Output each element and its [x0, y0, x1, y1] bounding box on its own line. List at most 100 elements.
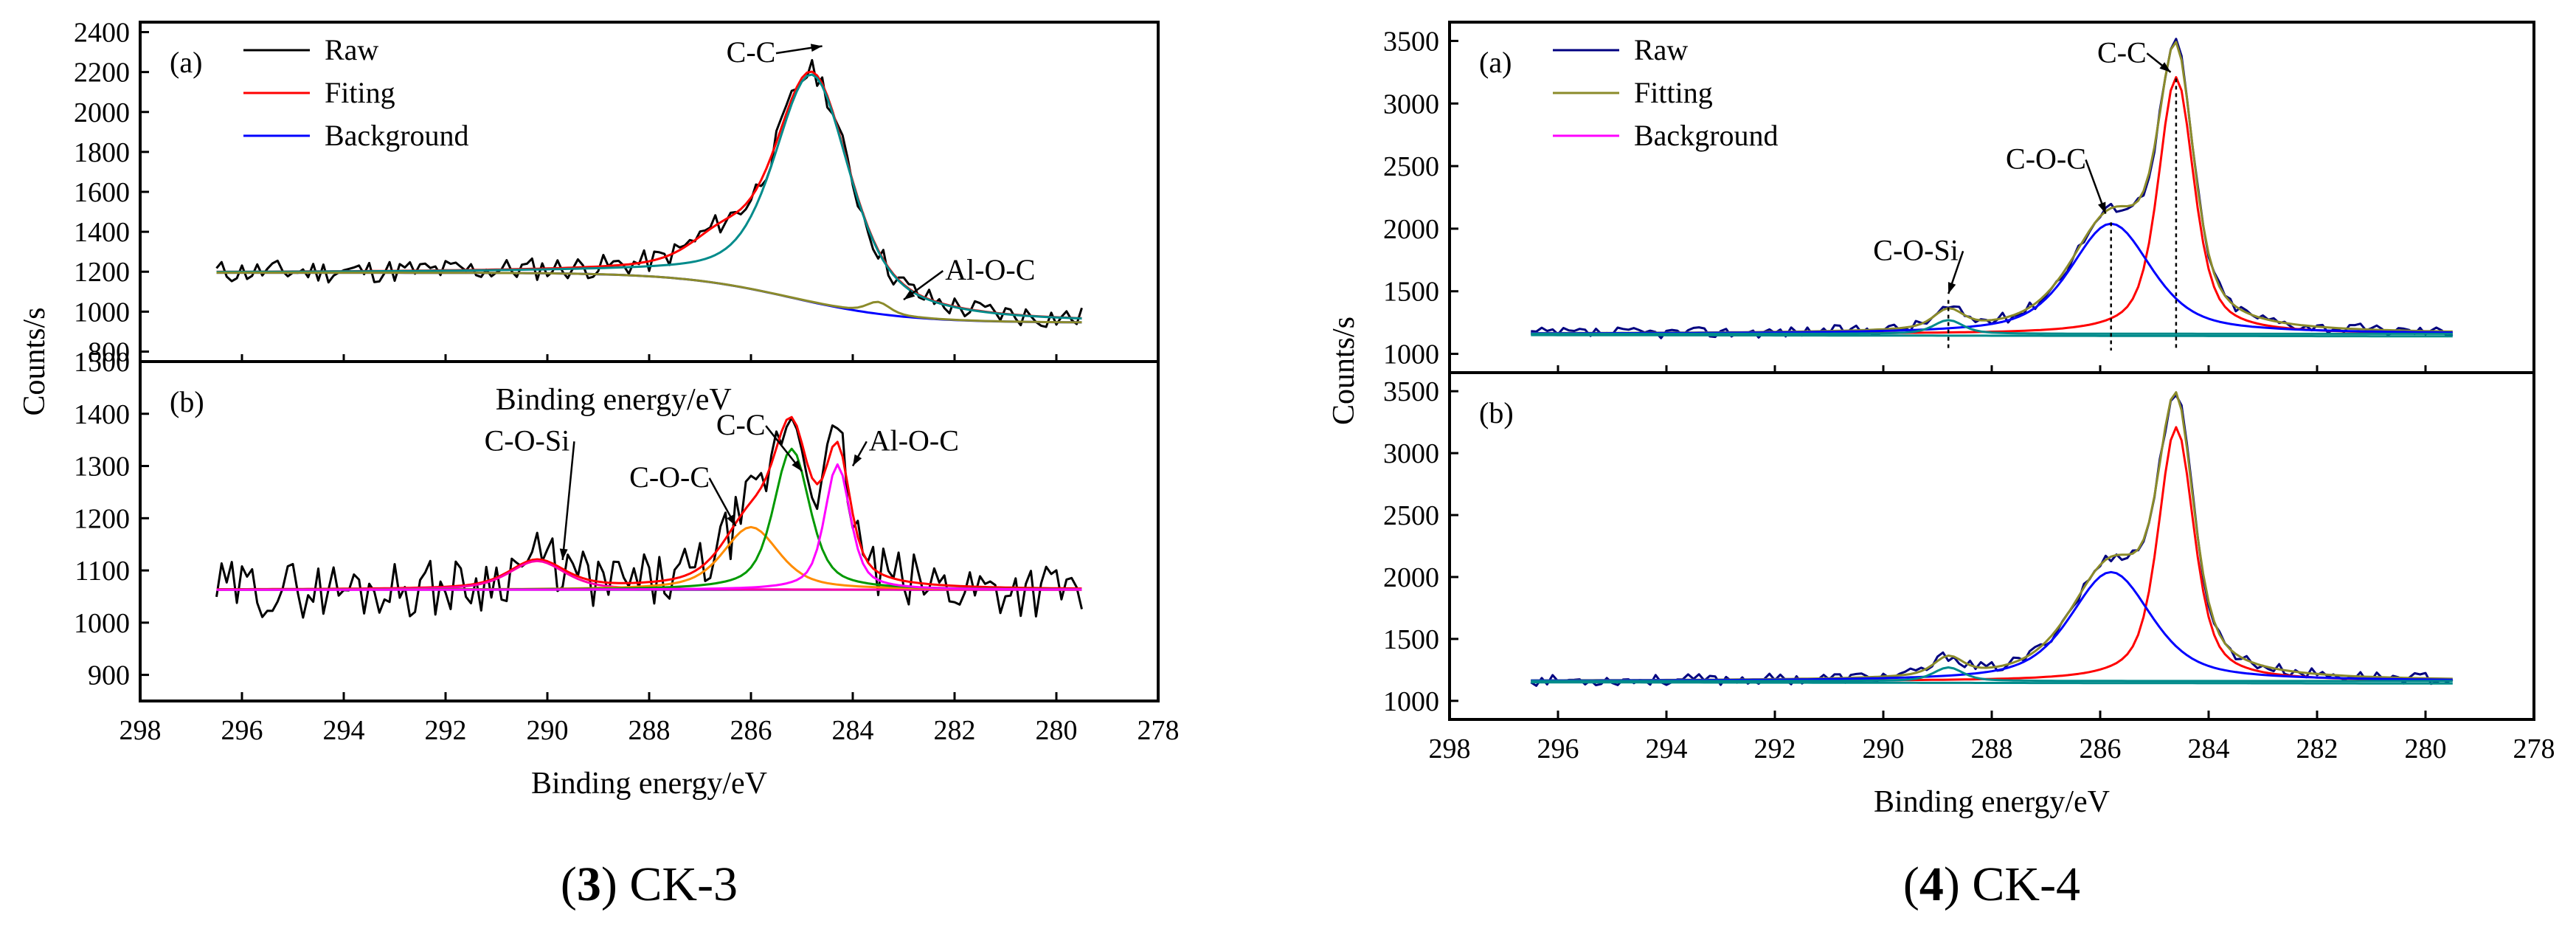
y-tick-label: 1600 [74, 177, 130, 208]
x-tick-label: 290 [1863, 733, 1905, 764]
y-tick-label: 1200 [74, 503, 130, 534]
figure-caption: (4) CK-4 [1903, 857, 2080, 911]
figure-caption: (3) CK-3 [561, 857, 738, 911]
x-tick-label: 296 [1537, 733, 1579, 764]
annotation-arrowhead [904, 289, 915, 300]
y-tick-label: 3500 [1383, 26, 1439, 57]
series-group [215, 59, 1083, 328]
annotation-arrowhead [559, 548, 568, 560]
annotation-arrowhead [1947, 282, 1956, 294]
series-group [1530, 391, 2454, 687]
series-background [1531, 681, 2453, 685]
y-tick-label: 2000 [74, 97, 130, 128]
annotation-arrowhead [792, 460, 802, 472]
x-tick-label: 286 [2080, 733, 2122, 764]
legend-label: Fitting [1634, 76, 1713, 109]
series-peak-c-o-c [1531, 222, 2453, 335]
panel-ck4-b: 1000 1500 2000 2500 3000 3500 (b) 298 296 294 292 2… [1383, 371, 2555, 764]
series-raw [215, 59, 1083, 328]
y-tick-label: 1400 [74, 399, 130, 430]
x-tick-label: 298 [120, 715, 162, 746]
y-tick-label: 1200 [74, 257, 130, 288]
x-tick-label: 284 [2188, 733, 2230, 764]
x-tick-label: 278 [1138, 715, 1180, 746]
x-tick-label: 294 [1646, 733, 1688, 764]
panel-tag: (b) [170, 385, 204, 418]
chart-ck4: 1000 1500 2000 2500 3000 3500 (a) Raw Fitting Bac… [1327, 21, 2555, 911]
annotation-label: C-C [2097, 35, 2147, 69]
y-tick-label: 1500 [1383, 277, 1439, 308]
series-raw [1530, 394, 2454, 687]
x-tick-label: 280 [1036, 715, 1078, 746]
x-axis-title: Binding energy/eV [1874, 785, 2110, 819]
caption-text: CK-3 [617, 857, 738, 911]
series-peak-c-c [216, 73, 1082, 320]
x-tick-label: 292 [1754, 733, 1796, 764]
caption-number: 4 [1919, 857, 1944, 911]
panel-tag: (a) [1479, 46, 1512, 79]
x-axis-title: Binding energy/eV [531, 767, 767, 801]
y-tick-label: 800 [88, 336, 130, 367]
legend-label: Background [325, 119, 469, 152]
x-tick-label: 286 [730, 715, 772, 746]
y-tick-label: 2500 [1383, 151, 1439, 182]
y-tick-label: 1500 [74, 347, 130, 378]
x-tick-label: 288 [1971, 733, 2013, 764]
y-tick-label: 2200 [74, 58, 130, 89]
y-tick-label: 1000 [1383, 339, 1439, 370]
x-tick-label: 282 [2296, 733, 2338, 764]
series-peak-c-c [1531, 426, 2453, 683]
y-tick-label: 2000 [1383, 214, 1439, 245]
panel-ck4-a: 1000 1500 2000 2500 3000 3500 (a) Raw Fitting Bac… [1383, 21, 2535, 374]
y-tick-label: 3000 [1383, 438, 1439, 469]
caption-number: 3 [577, 857, 601, 911]
y-axis-title: Counts/s [18, 307, 52, 415]
legend-label: Background [1634, 119, 1779, 152]
x-tick-label: 284 [832, 715, 874, 746]
y-tick-label: 1400 [74, 217, 130, 248]
y-tick-label: 1000 [74, 297, 130, 328]
legend-label: Fiting [325, 76, 395, 109]
legend-label: Raw [325, 33, 378, 66]
x-tick-label: 290 [527, 715, 569, 746]
series-peak-c-o-si [1531, 666, 2453, 683]
y-tick-label: 2400 [74, 18, 130, 49]
panel-tag: (b) [1479, 396, 1514, 429]
panel-tag: (a) [170, 46, 202, 79]
annotation-arrowhead [853, 454, 862, 466]
series-peak-c-c [1531, 76, 2453, 335]
series-peak-c-o-si [1531, 319, 2453, 335]
x-tick-label: 296 [221, 715, 263, 746]
y-tick-label: 1000 [74, 608, 130, 639]
y-tick-label: 1800 [74, 137, 130, 168]
annotation-label: C-O-Si [1873, 233, 1959, 266]
x-tick-label: 282 [934, 715, 976, 746]
series-group [215, 415, 1083, 619]
annotation-label: Al-O-C [945, 253, 1035, 286]
series-peak-al-o-c [216, 463, 1082, 591]
y-tick-label: 900 [88, 660, 130, 691]
y-tick-label: 2500 [1383, 500, 1439, 531]
series-peak-c-o-c [216, 525, 1082, 591]
y-axis-title: Counts/s [1327, 317, 1361, 425]
x-tick-label: 298 [1429, 733, 1471, 764]
annotation-arrowhead [810, 44, 823, 52]
legend-label: Raw [1634, 33, 1688, 66]
annotation-label: C-O-C [2006, 142, 2086, 175]
annotation-label: C-C [727, 35, 776, 69]
panel-ck3-b: 900 1000 1100 1200 1300 1400 1500 (b) C-O-Si C-O-… [74, 347, 1180, 746]
annotation-label: Al-O-C [869, 424, 959, 457]
caption-text: CK-4 [1960, 857, 2080, 911]
x-tick-label: 288 [629, 715, 671, 746]
x-tick-label: 278 [2513, 733, 2555, 764]
chart-ck3: 800 1000 1200 1400 1600 1800 2000 2200 2400 (a) Ra… [18, 18, 1180, 911]
series-peak-al-o-c [216, 272, 1082, 324]
annotation-arrowhead [2098, 201, 2106, 214]
annotation-label: C-O-C [629, 460, 710, 494]
x-tick-label: 280 [2405, 733, 2447, 764]
annotation-arrowhead [727, 514, 736, 526]
annotation-arrow [561, 441, 575, 561]
annotation-arrowhead [2159, 62, 2171, 72]
y-tick-label: 1100 [75, 556, 130, 587]
